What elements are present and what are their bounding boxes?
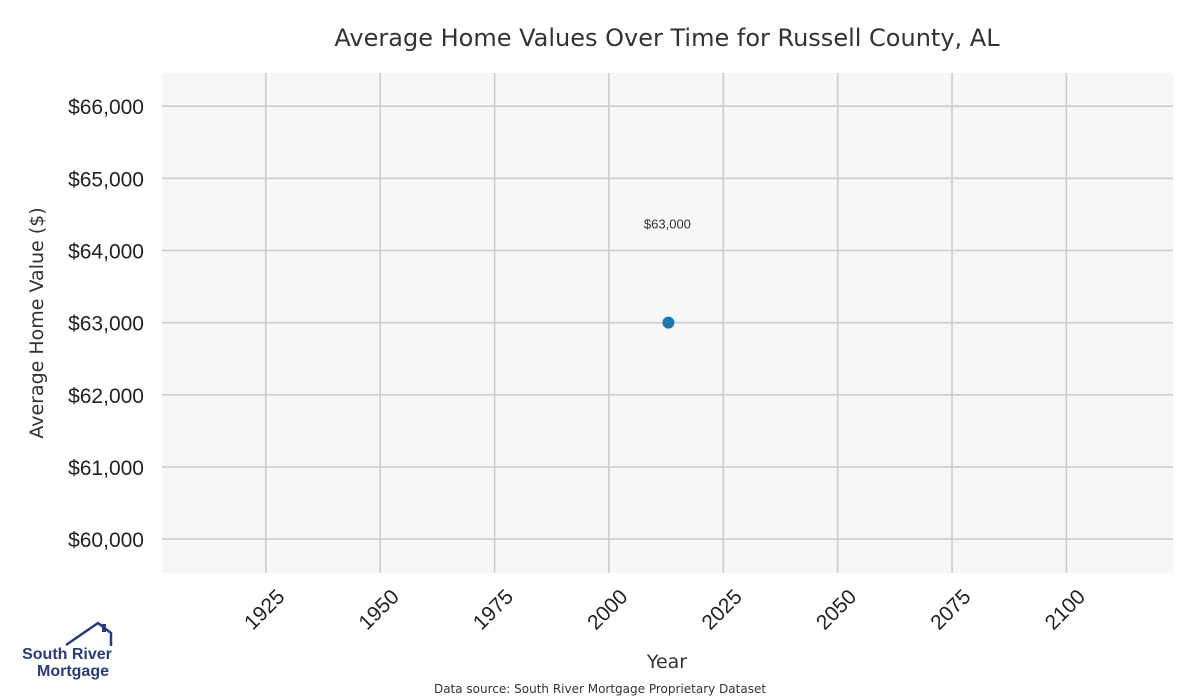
- x-axis-label: Year: [646, 651, 687, 673]
- x-tick-label: 1975: [469, 585, 518, 634]
- y-axis-label: Average Home Value ($): [26, 207, 48, 438]
- x-tick-label: 2000: [583, 585, 632, 634]
- x-tick-label: 2050: [812, 585, 861, 634]
- y-tick-label: $64,000: [68, 240, 144, 263]
- gridlines: [162, 73, 1173, 573]
- x-tick-label: 1950: [354, 585, 403, 634]
- y-tick-label: $62,000: [68, 385, 144, 408]
- x-tick-label: 2075: [926, 585, 975, 634]
- y-tick-label: $65,000: [68, 168, 144, 191]
- logo-line-2: Mortgage: [37, 663, 109, 680]
- y-tick-label: $61,000: [68, 457, 144, 480]
- y-axis-ticks: $60,000 $61,000 $62,000 $63,000 $64,000 $65,0…: [68, 96, 144, 552]
- house-chimney-icon: [102, 624, 106, 632]
- x-axis-ticks: 1925 1950 1975 2000 2025 2050 2075 2100: [240, 585, 1090, 634]
- data-point: [662, 316, 675, 329]
- data-point-label: $63,000: [644, 217, 691, 232]
- x-tick-label: 2025: [698, 585, 747, 634]
- company-logo: South River Mortgage: [22, 621, 113, 680]
- logo-line-1: South River: [22, 646, 112, 663]
- data-source-note: Data source: South River Mortgage Propri…: [434, 682, 766, 696]
- x-tick-label: 1925: [240, 585, 289, 634]
- data-points: $63,000: [644, 217, 691, 329]
- y-tick-label: $66,000: [68, 96, 144, 119]
- x-tick-label: 2100: [1041, 585, 1090, 634]
- y-tick-label: $63,000: [68, 313, 144, 336]
- chart-title: Average Home Values Over Time for Russel…: [334, 24, 1000, 52]
- y-tick-label: $60,000: [68, 529, 144, 552]
